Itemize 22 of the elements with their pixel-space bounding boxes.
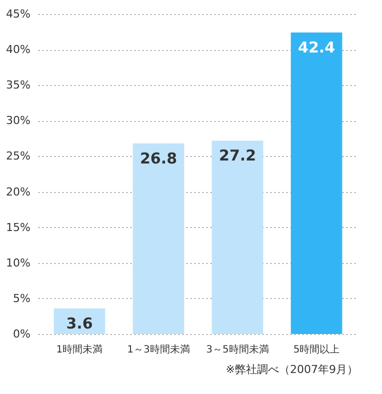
bar: [290, 32, 342, 334]
y-tick-label: 15%: [6, 220, 30, 234]
x-tick-label: 3～5時間未満: [206, 344, 269, 356]
y-tick-label: 20%: [6, 185, 30, 198]
text: ※弊社調べ（2007年9月）: [226, 363, 358, 376]
data-label: 26.8: [140, 149, 177, 168]
data-label: 42.4: [298, 38, 336, 56]
x-tick-label: 5時間以上: [293, 344, 340, 356]
bar: [132, 143, 184, 334]
x-tick-label: 1～3時間未満: [127, 344, 190, 356]
bar: [212, 140, 264, 334]
y-tick-label: 0%: [13, 328, 30, 340]
y-tick-label: 35%: [6, 78, 30, 92]
y-tick-label: 40%: [6, 43, 30, 56]
y-tick-label: 10%: [6, 256, 30, 270]
data-label: 3.6: [66, 314, 93, 332]
y-tick-label: 30%: [6, 114, 30, 128]
y-tick-label: 45%: [6, 8, 30, 20]
x-tick-label: 1時間未満: [56, 344, 103, 356]
y-tick-label: 25%: [6, 150, 30, 163]
data-label: 27.2: [219, 146, 256, 165]
y-tick-label: 5%: [13, 292, 30, 305]
